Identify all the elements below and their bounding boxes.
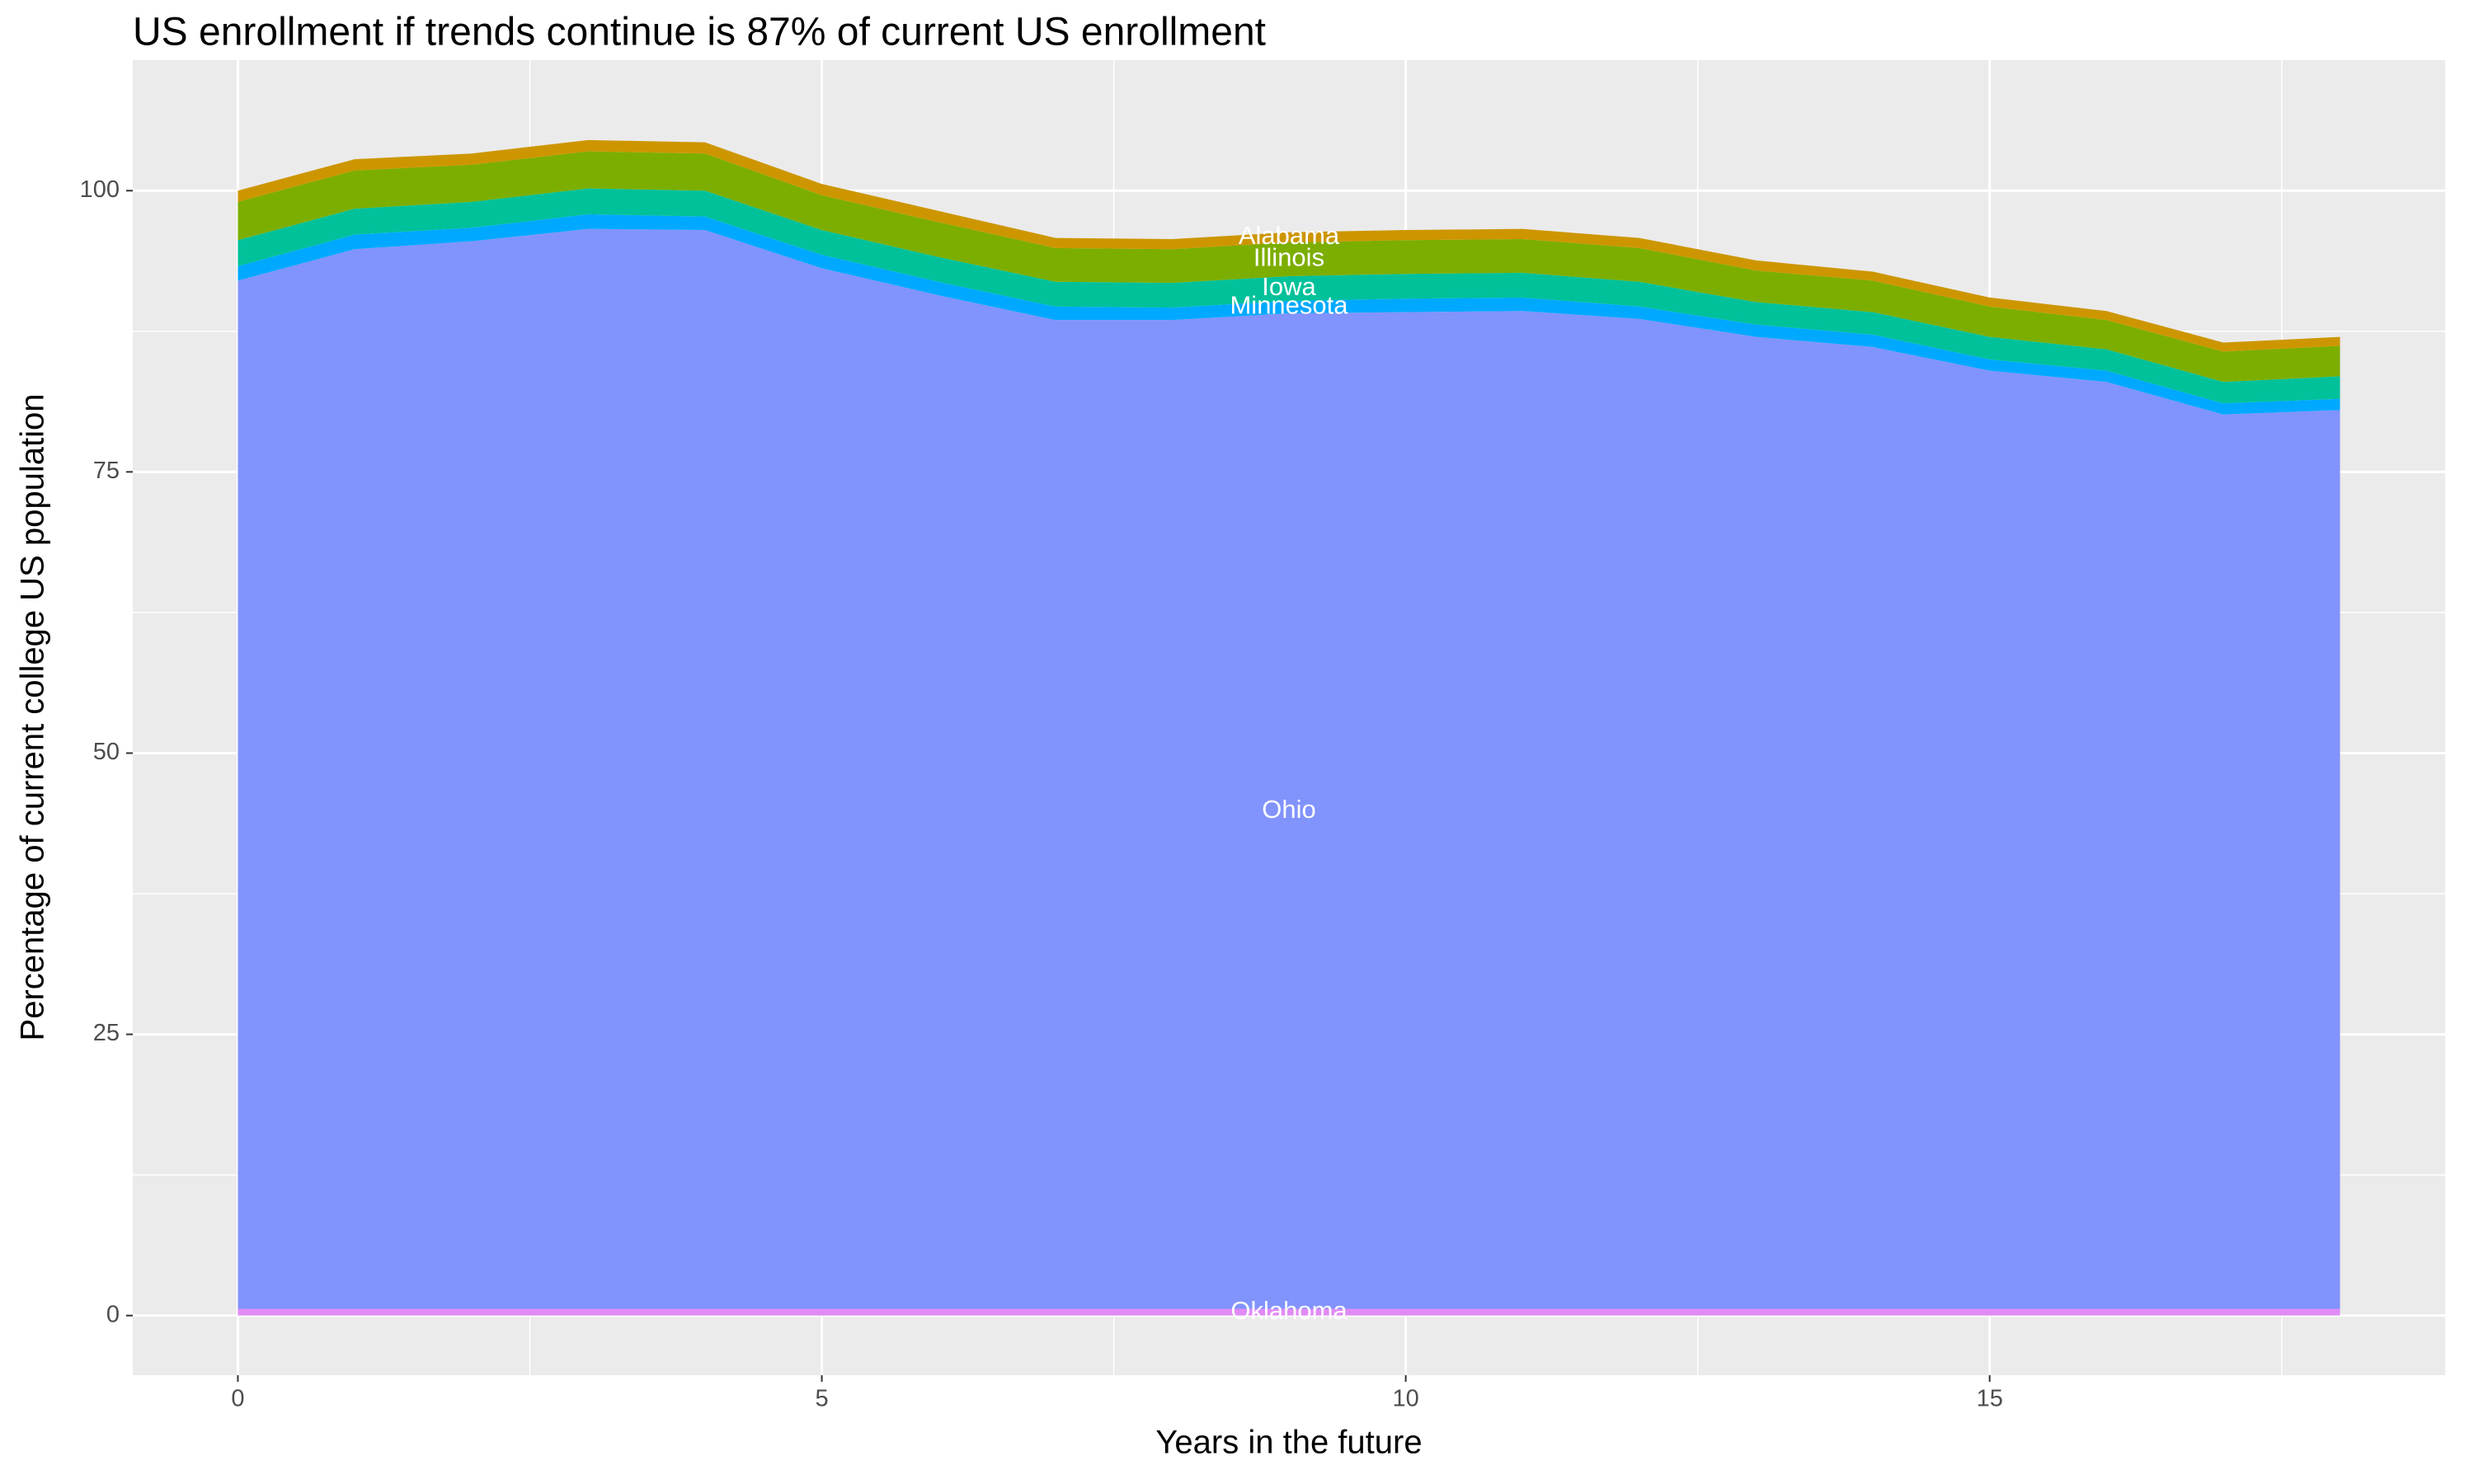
y-tick-label: 75: [93, 458, 120, 484]
area: [238, 151, 2340, 383]
area: [238, 1308, 2340, 1316]
area-label: Iowa: [1262, 272, 1316, 301]
y-tick-label: 25: [93, 1020, 120, 1046]
area: [238, 188, 2340, 404]
area-label: Ohio: [1262, 795, 1315, 824]
area: [238, 214, 2340, 415]
y-axis-title: Percentage of current college US populat…: [15, 394, 51, 1041]
y-tick-label: 0: [106, 1301, 120, 1327]
y-tick-label: 100: [80, 176, 120, 203]
area: [238, 139, 2340, 352]
x-tick-label: 5: [815, 1386, 828, 1412]
x-axis-title: Years in the future: [1155, 1425, 1422, 1461]
area-label: Minnesota: [1230, 291, 1348, 320]
x-tick-label: 0: [231, 1386, 244, 1412]
area-label: Illinois: [1253, 243, 1324, 272]
area-label: Alabama: [1239, 221, 1340, 250]
x-tick-label: 15: [1977, 1386, 2003, 1412]
area: [238, 228, 2340, 1309]
x-tick-label: 10: [1392, 1386, 1418, 1412]
area-label: Oklahoma: [1230, 1296, 1348, 1325]
chart-title: US enrollment if trends continue is 87% …: [133, 11, 1266, 54]
y-tick-label: 50: [93, 739, 120, 765]
